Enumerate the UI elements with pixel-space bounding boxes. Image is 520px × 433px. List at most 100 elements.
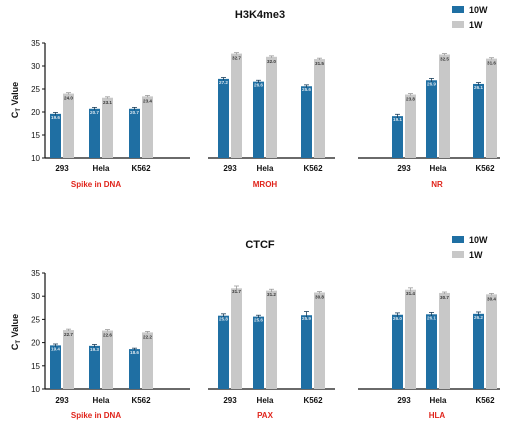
x-category-label: 293 <box>55 164 69 173</box>
legend-swatch-10w <box>452 236 464 243</box>
x-category-label: 293 <box>55 396 69 405</box>
chart-title: H3K4me3 <box>235 9 285 21</box>
bar-1w <box>405 289 416 389</box>
x-category-label: 293 <box>223 164 237 173</box>
data-label: 22.2 <box>143 335 152 340</box>
data-label: 22.7 <box>64 332 73 337</box>
y-tick-label: 10 <box>31 385 40 394</box>
y-tick-label: 10 <box>31 154 40 163</box>
group-label: NR <box>431 180 443 189</box>
chart-title: CTCF <box>245 239 275 251</box>
data-label: 26.9 <box>427 81 436 86</box>
x-category-label: Hela <box>430 164 447 173</box>
data-label: 32.5 <box>440 57 449 62</box>
data-label: 30.7 <box>440 295 449 300</box>
bar-10w <box>301 86 312 158</box>
legend-label-1w: 1W <box>469 250 483 260</box>
x-category-label: K562 <box>303 164 323 173</box>
x-category-label: 293 <box>397 396 411 405</box>
data-label: 25.6 <box>302 87 311 92</box>
data-label: 24.0 <box>64 96 73 101</box>
data-label: 31.5 <box>315 61 324 66</box>
group-label: Spike in DNA <box>71 411 121 420</box>
data-label: 31.4 <box>406 291 415 296</box>
bar-1w <box>314 292 325 389</box>
legend-label-10w: 10W <box>469 235 488 245</box>
y-tick-label: 25 <box>31 85 40 94</box>
x-category-label: 293 <box>223 396 237 405</box>
data-label: 26.1 <box>474 85 483 90</box>
data-label: 20.7 <box>130 110 139 115</box>
data-label: 19.3 <box>90 347 99 352</box>
bar-1w <box>486 58 497 158</box>
x-category-label: Hela <box>257 396 274 405</box>
data-label: 31.7 <box>232 289 241 294</box>
legend-swatch-1w <box>452 251 464 258</box>
x-category-label: Hela <box>93 164 110 173</box>
bar-1w <box>102 330 113 389</box>
legend-swatch-1w <box>452 21 464 28</box>
bar-1w <box>266 56 277 158</box>
y-tick-label: 30 <box>31 292 40 301</box>
bar-10w <box>218 78 229 158</box>
y-tick-label: 15 <box>31 362 40 371</box>
group-label: HLA <box>429 411 446 420</box>
bar-10w <box>426 80 437 158</box>
x-category-label: K562 <box>303 396 323 405</box>
bar-1w <box>486 294 497 389</box>
legend-label-10w: 10W <box>469 5 488 15</box>
bar-10w <box>392 314 403 389</box>
data-label: 19.1 <box>393 117 402 122</box>
bar-1w <box>231 288 242 389</box>
y-axis-label: CT Value <box>10 82 22 118</box>
y-tick-label: 35 <box>31 39 40 48</box>
chart-panel-2: CTCF CT Value 10 15 20 25 30 35 19.4 22.7 293 19.3 2… <box>10 235 500 420</box>
x-category-label: Hela <box>257 164 274 173</box>
bar-10w <box>218 315 229 389</box>
bar-10w <box>253 81 264 158</box>
data-label: 26.2 <box>474 315 483 320</box>
y-tick-label: 20 <box>31 108 40 117</box>
data-label: 23.1 <box>103 100 112 105</box>
group-label: Spike in DNA <box>71 180 121 189</box>
bar-10w <box>129 108 140 158</box>
data-label: 22.6 <box>103 333 112 338</box>
data-label: 30.4 <box>487 296 496 301</box>
group-label: PAX <box>257 411 274 420</box>
y-tick-label: 20 <box>31 339 40 348</box>
bar-1w <box>439 54 450 158</box>
data-label: 23.4 <box>143 98 152 103</box>
data-label: 25.9 <box>302 316 311 321</box>
data-label: 26.6 <box>254 83 263 88</box>
data-label: 31.2 <box>267 292 276 297</box>
data-label: 23.8 <box>406 97 415 102</box>
data-label: 25.8 <box>219 317 228 322</box>
x-category-label: K562 <box>131 396 151 405</box>
bar-10w <box>50 345 61 389</box>
bar-10w <box>89 108 100 158</box>
bar-1w <box>142 332 153 389</box>
bar-10w <box>89 345 100 389</box>
y-tick-label: 25 <box>31 315 40 324</box>
bar-10w <box>392 116 403 158</box>
bar-10w <box>473 83 484 158</box>
bar-10w <box>301 315 312 389</box>
bar-10w <box>473 313 484 389</box>
x-category-label: 293 <box>397 164 411 173</box>
x-category-label: Hela <box>430 396 447 405</box>
bar-1w <box>63 330 74 389</box>
legend-label-1w: 1W <box>469 20 483 30</box>
data-label: 19.4 <box>51 346 60 351</box>
data-label: 26.1 <box>427 315 436 320</box>
data-label: 25.6 <box>254 318 263 323</box>
y-tick-label: 15 <box>31 131 40 140</box>
data-label: 27.2 <box>219 80 228 85</box>
bar-10w <box>426 314 437 389</box>
y-tick-label: 35 <box>31 269 40 278</box>
group-label: MROH <box>253 180 278 189</box>
data-label: 30.8 <box>315 295 324 300</box>
data-label: 31.6 <box>487 61 496 66</box>
bar-1w <box>266 290 277 389</box>
bar-1w <box>231 53 242 158</box>
